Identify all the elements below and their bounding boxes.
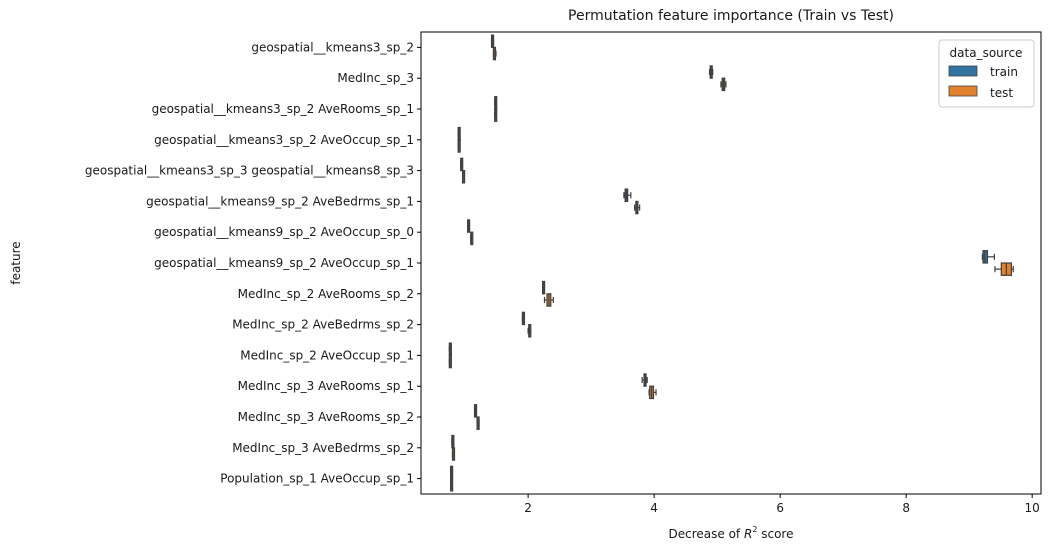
y-tick-label: MedInc_sp_3 AveRooms_sp_1 [238, 379, 414, 393]
x-tick-label: 2 [524, 501, 532, 515]
box-train [460, 157, 464, 172]
x-tick-label: 6 [776, 501, 784, 515]
box-train [623, 188, 632, 203]
box-test [450, 478, 454, 492]
box-train [448, 342, 452, 356]
box-train [981, 250, 995, 264]
box-train [467, 219, 471, 233]
box-train [490, 34, 495, 49]
y-tick-label: MedInc_sp_3 AveBedrms_sp_2 [232, 441, 414, 455]
x-axis-label-var: R [744, 527, 752, 541]
box-test [494, 108, 498, 122]
box-train [708, 65, 714, 79]
box-test [448, 354, 452, 369]
box-train [457, 126, 461, 141]
y-tick-label: Population_sp_1 AveOccup_sp_1 [220, 472, 414, 486]
y-tick-label: geospatial__kmeans9_sp_2 AveOccup_sp_1 [154, 256, 414, 270]
x-axis-label-sup: 2 [752, 525, 757, 534]
box-test [476, 416, 480, 430]
chart-title: Permutation feature importance (Train vs… [568, 8, 894, 24]
x-axis-label-suffix: score [757, 527, 793, 541]
box-test [457, 139, 461, 153]
plot-area [448, 34, 1014, 492]
box-train [450, 465, 454, 480]
y-tick-label: geospatial__kmeans3_sp_3 geospatial__kme… [85, 164, 414, 178]
box-test [543, 293, 554, 307]
box-test [461, 170, 466, 184]
legend-label-train: train [990, 65, 1018, 79]
y-tick-label: geospatial__kmeans3_sp_2 AveOccup_sp_1 [154, 133, 414, 147]
box-test [527, 324, 532, 338]
y-tick-label: MedInc_sp_2 AveBedrms_sp_2 [232, 318, 414, 332]
box-train [473, 404, 478, 418]
box-test [492, 46, 497, 61]
y-axis: geospatial__kmeans3_sp_2 MedInc_sp_3geosp… [85, 40, 421, 486]
axes-frame [420, 31, 1042, 495]
y-tick-label: geospatial__kmeans3_sp_2 AveRooms_sp_1 [152, 102, 414, 116]
y-tick-label: MedInc_sp_3 [337, 71, 414, 85]
x-tick-label: 8 [902, 501, 910, 515]
box-train [494, 96, 498, 110]
box-test [720, 77, 727, 92]
legend-title: data_source [950, 46, 1023, 60]
legend-swatch-train [948, 65, 978, 77]
x-tick-label: 4 [650, 501, 658, 515]
x-tick-label: 10 [1025, 501, 1040, 515]
legend: data_source train test [938, 39, 1035, 108]
legend-label-test: test [990, 86, 1013, 100]
box-test [648, 385, 657, 400]
box-test [633, 200, 641, 215]
x-axis: 2 4 6 8 10 [524, 494, 1040, 515]
y-tick-label: MedInc_sp_2 AveRooms_sp_2 [238, 287, 414, 301]
box-train [542, 280, 546, 295]
legend-swatch-test [948, 85, 978, 97]
y-tick-label: geospatial__kmeans3_sp_2 [251, 40, 414, 54]
y-axis-label: feature [9, 241, 23, 284]
y-tick-label: MedInc_sp_3 AveRooms_sp_2 [238, 410, 414, 424]
x-axis-label-prefix: Decrease of [669, 527, 744, 541]
box-test [470, 231, 474, 246]
y-tick-label: geospatial__kmeans9_sp_2 AveBedrms_sp_1 [146, 194, 414, 208]
box-test [994, 262, 1014, 276]
box-train [521, 311, 526, 326]
x-axis-label: Decrease of R2 score [669, 525, 794, 541]
box-train [451, 434, 455, 449]
box-train [641, 373, 648, 387]
box-test [451, 447, 456, 461]
y-tick-label: geospatial__kmeans9_sp_2 AveOccup_sp_0 [154, 225, 414, 239]
y-tick-label: MedInc_sp_2 AveOccup_sp_1 [240, 348, 414, 362]
